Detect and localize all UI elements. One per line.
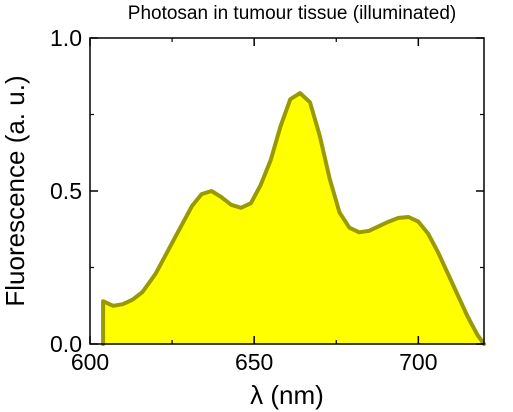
plot-area [101, 91, 486, 346]
y-tick-label: 0.5 [50, 178, 82, 204]
x-tick-label: 600 [71, 349, 109, 375]
y-tick-label: 0.0 [50, 331, 82, 357]
x-tick-label: 700 [399, 349, 437, 375]
y-axis-label: Fluorescence (a. u.) [0, 75, 30, 306]
axis-ticks: 600 650 700 0.0 0.5 1.0 [50, 25, 484, 375]
series-line [101, 91, 486, 346]
series-area-fill [103, 93, 484, 344]
x-axis-label: λ (nm) [250, 380, 324, 410]
x-tick-label: 650 [235, 349, 273, 375]
y-tick-label: 1.0 [50, 25, 82, 51]
chart-title: Photosan in tumour tissue (illuminated) [128, 3, 456, 24]
